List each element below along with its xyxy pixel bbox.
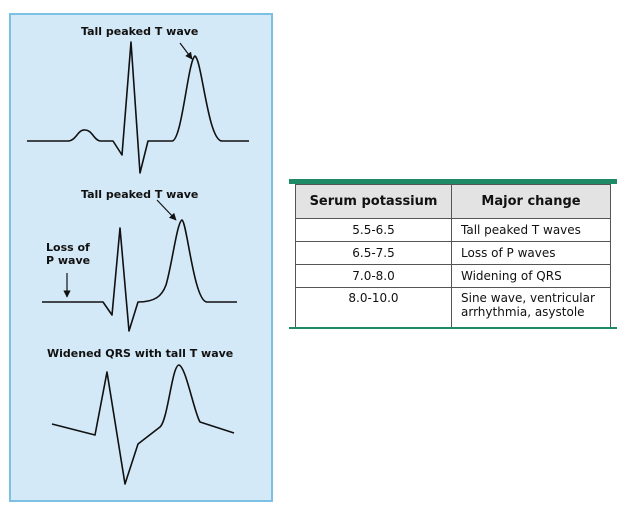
arrow-peaked-t-2 [156,199,177,221]
panel1-label: Tall peaked T wave [81,25,199,38]
ecg-trace-widened-qrs [51,364,235,485]
panel2-side-label: Loss of P wave [46,241,91,267]
ecg-trace-loss-of-p [42,219,237,332]
arrow-peaked-t-1 [179,42,193,60]
panel3-label: Widened QRS with tall T wave [47,347,234,360]
potassium-table: Serum potassium Major change 5.5-6.5 Tal… [289,179,617,329]
table-row: 8.0-10.0 Sine wave, ventricular arrhythm… [295,287,611,327]
header-serum-potassium: Serum potassium [295,184,452,219]
potassium-cell: 6.5-7.5 [295,241,452,265]
potassium-cell: 8.0-10.0 [295,287,452,327]
table-bottom-rule [289,327,617,329]
table-top-rule [289,179,617,184]
table-row: 7.0-8.0 Widening of QRS [295,264,611,288]
table-row: 6.5-7.5 Loss of P waves [295,241,611,265]
ecg-trace-peaked-t [27,41,249,174]
potassium-cell: 7.0-8.0 [295,264,452,288]
table-row: 5.5-6.5 Tall peaked T waves [295,218,611,242]
change-cell: Tall peaked T waves [451,218,611,242]
change-cell: Widening of QRS [451,264,611,288]
header-major-change: Major change [451,184,611,219]
change-cell: Sine wave, ventricular arrhythmia, asyst… [451,287,611,327]
potassium-cell: 5.5-6.5 [295,218,452,242]
ecg-panel [9,13,273,502]
table-header-row: Serum potassium Major change [295,184,611,219]
change-cell: Loss of P waves [451,241,611,265]
panel2-label: Tall peaked T wave [81,188,199,201]
